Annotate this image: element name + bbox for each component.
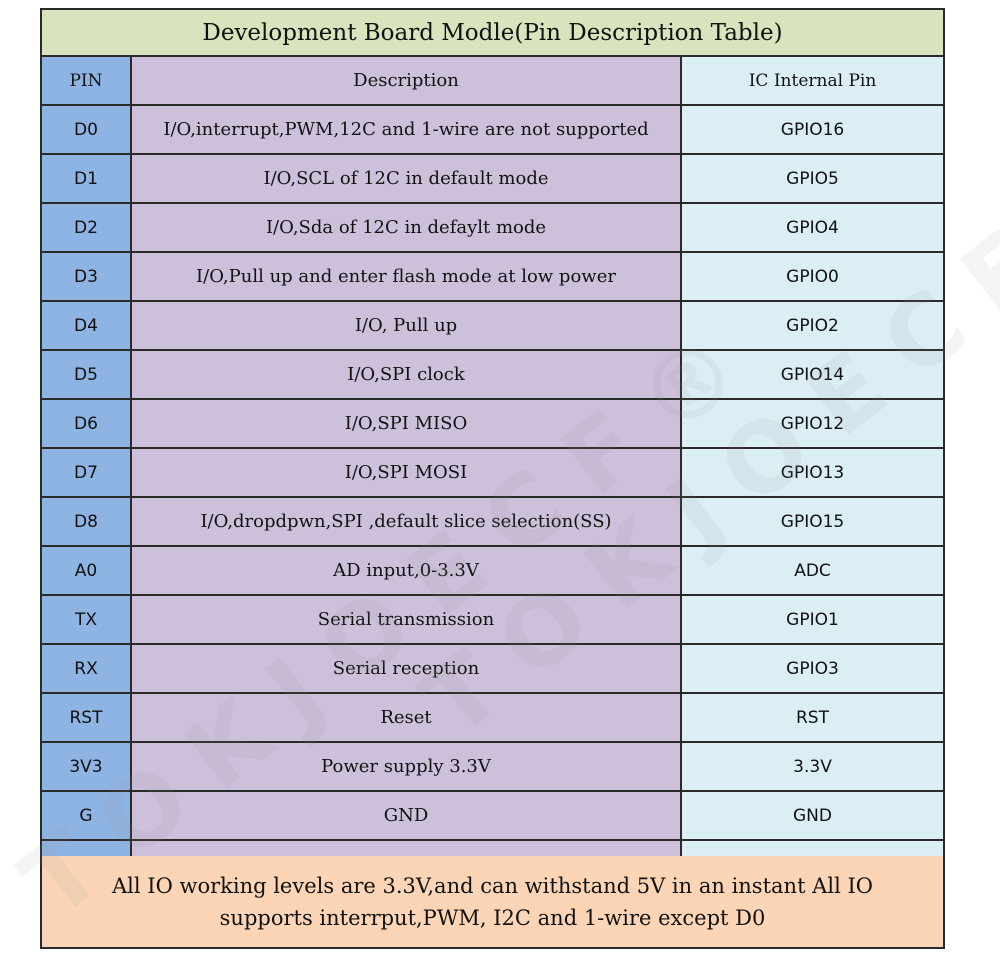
pin-cell: D1 (42, 153, 132, 204)
pin-cell: RX (42, 643, 132, 694)
ic-pin-cell: GPIO13 (680, 447, 943, 498)
pin-description-table: Development Board Modle(Pin Description … (40, 8, 945, 949)
header-pin: PIN (42, 57, 132, 106)
table-row: D1 I/O,SCL of 12C in default mode GPIO5 (42, 153, 943, 204)
pin-cell: A0 (42, 545, 132, 596)
ic-pin-cell: ADC (680, 545, 943, 596)
table-row: D4 I/O, Pull up GPIO2 (42, 300, 943, 351)
pin-cell: D7 (42, 447, 132, 498)
table-row: TX Serial transmission GPIO1 (42, 594, 943, 645)
footer-line-1: All IO working levels are 3.3V,and can w… (112, 873, 873, 898)
description-cell: Serial reception (130, 643, 682, 694)
ic-pin-cell: GPIO4 (680, 202, 943, 253)
table-row: D5 I/O,SPI clock GPIO14 (42, 349, 943, 400)
ic-pin-cell: GPIO14 (680, 349, 943, 400)
table-row: D7 I/O,SPI MOSI GPIO13 (42, 447, 943, 498)
pin-cell: D0 (42, 104, 132, 155)
ic-pin-cell: GPIO1 (680, 594, 943, 645)
ic-pin-cell: GPIO0 (680, 251, 943, 302)
table-row: D8 I/O,dropdpwn,SPI ,default slice select… (42, 496, 943, 547)
description-cell: Reset (130, 692, 682, 743)
table-row: G GND GND (42, 790, 943, 841)
table-row: RST Reset RST (42, 692, 943, 743)
header-row: PIN Description IC Internal Pin (42, 57, 943, 106)
footer-note: All IO working levels are 3.3V,and can w… (42, 856, 943, 947)
ic-pin-cell: RST (680, 692, 943, 743)
ic-pin-cell: GPIO5 (680, 153, 943, 204)
description-cell: I/O,SPI clock (130, 349, 682, 400)
ic-pin-cell: GPIO2 (680, 300, 943, 351)
header-description: Description (130, 57, 682, 106)
description-cell: Serial transmission (130, 594, 682, 645)
pin-cell: D5 (42, 349, 132, 400)
table-row: D6 I/O,SPI MISO GPIO12 (42, 398, 943, 449)
pin-table: PIN Description IC Internal Pin D0 I/O,in… (42, 57, 943, 890)
table-row: 3V3 Power supply 3.3V 3.3V (42, 741, 943, 792)
pin-cell: D6 (42, 398, 132, 449)
ic-pin-cell: GPIO16 (680, 104, 943, 155)
pin-cell: D4 (42, 300, 132, 351)
pin-cell: D3 (42, 251, 132, 302)
pin-cell: G (42, 790, 132, 841)
description-cell: Power supply 3.3V (130, 741, 682, 792)
description-cell: I/O,SPI MOSI (130, 447, 682, 498)
table-row: A0 AD input,0-3.3V ADC (42, 545, 943, 596)
description-cell: I/O,SPI MISO (130, 398, 682, 449)
ic-pin-cell: GPIO15 (680, 496, 943, 547)
description-cell: I/O,Sda of 12C in defaylt mode (130, 202, 682, 253)
pin-cell: RST (42, 692, 132, 743)
description-cell: GND (130, 790, 682, 841)
pin-cell: 3V3 (42, 741, 132, 792)
table-row: D3 I/O,Pull up and enter flash mode at lo… (42, 251, 943, 302)
description-cell: I/O, Pull up (130, 300, 682, 351)
description-cell: I/O,Pull up and enter flash mode at low … (130, 251, 682, 302)
footer-line-2: supports interrput,PWM, I2C and 1-wire e… (219, 905, 766, 930)
description-cell: AD input,0-3.3V (130, 545, 682, 596)
table-row: D0 I/O,interrupt,PWM,12C and 1-wire are n… (42, 104, 943, 155)
pin-cell: D8 (42, 496, 132, 547)
pin-cell: TX (42, 594, 132, 645)
header-ic-pin: IC Internal Pin (680, 57, 943, 106)
table-title: Development Board Modle(Pin Description … (42, 10, 943, 57)
description-cell: I/O,SCL of 12C in default mode (130, 153, 682, 204)
ic-pin-cell: 3.3V (680, 741, 943, 792)
description-cell: I/O,dropdpwn,SPI ,default slice selectio… (130, 496, 682, 547)
table-row: RX Serial reception GPIO3 (42, 643, 943, 694)
ic-pin-cell: GPIO3 (680, 643, 943, 694)
pin-cell: D2 (42, 202, 132, 253)
ic-pin-cell: GPIO12 (680, 398, 943, 449)
table-row: D2 I/O,Sda of 12C in defaylt mode GPIO4 (42, 202, 943, 253)
description-cell: I/O,interrupt,PWM,12C and 1-wire are not… (130, 104, 682, 155)
ic-pin-cell: GND (680, 790, 943, 841)
